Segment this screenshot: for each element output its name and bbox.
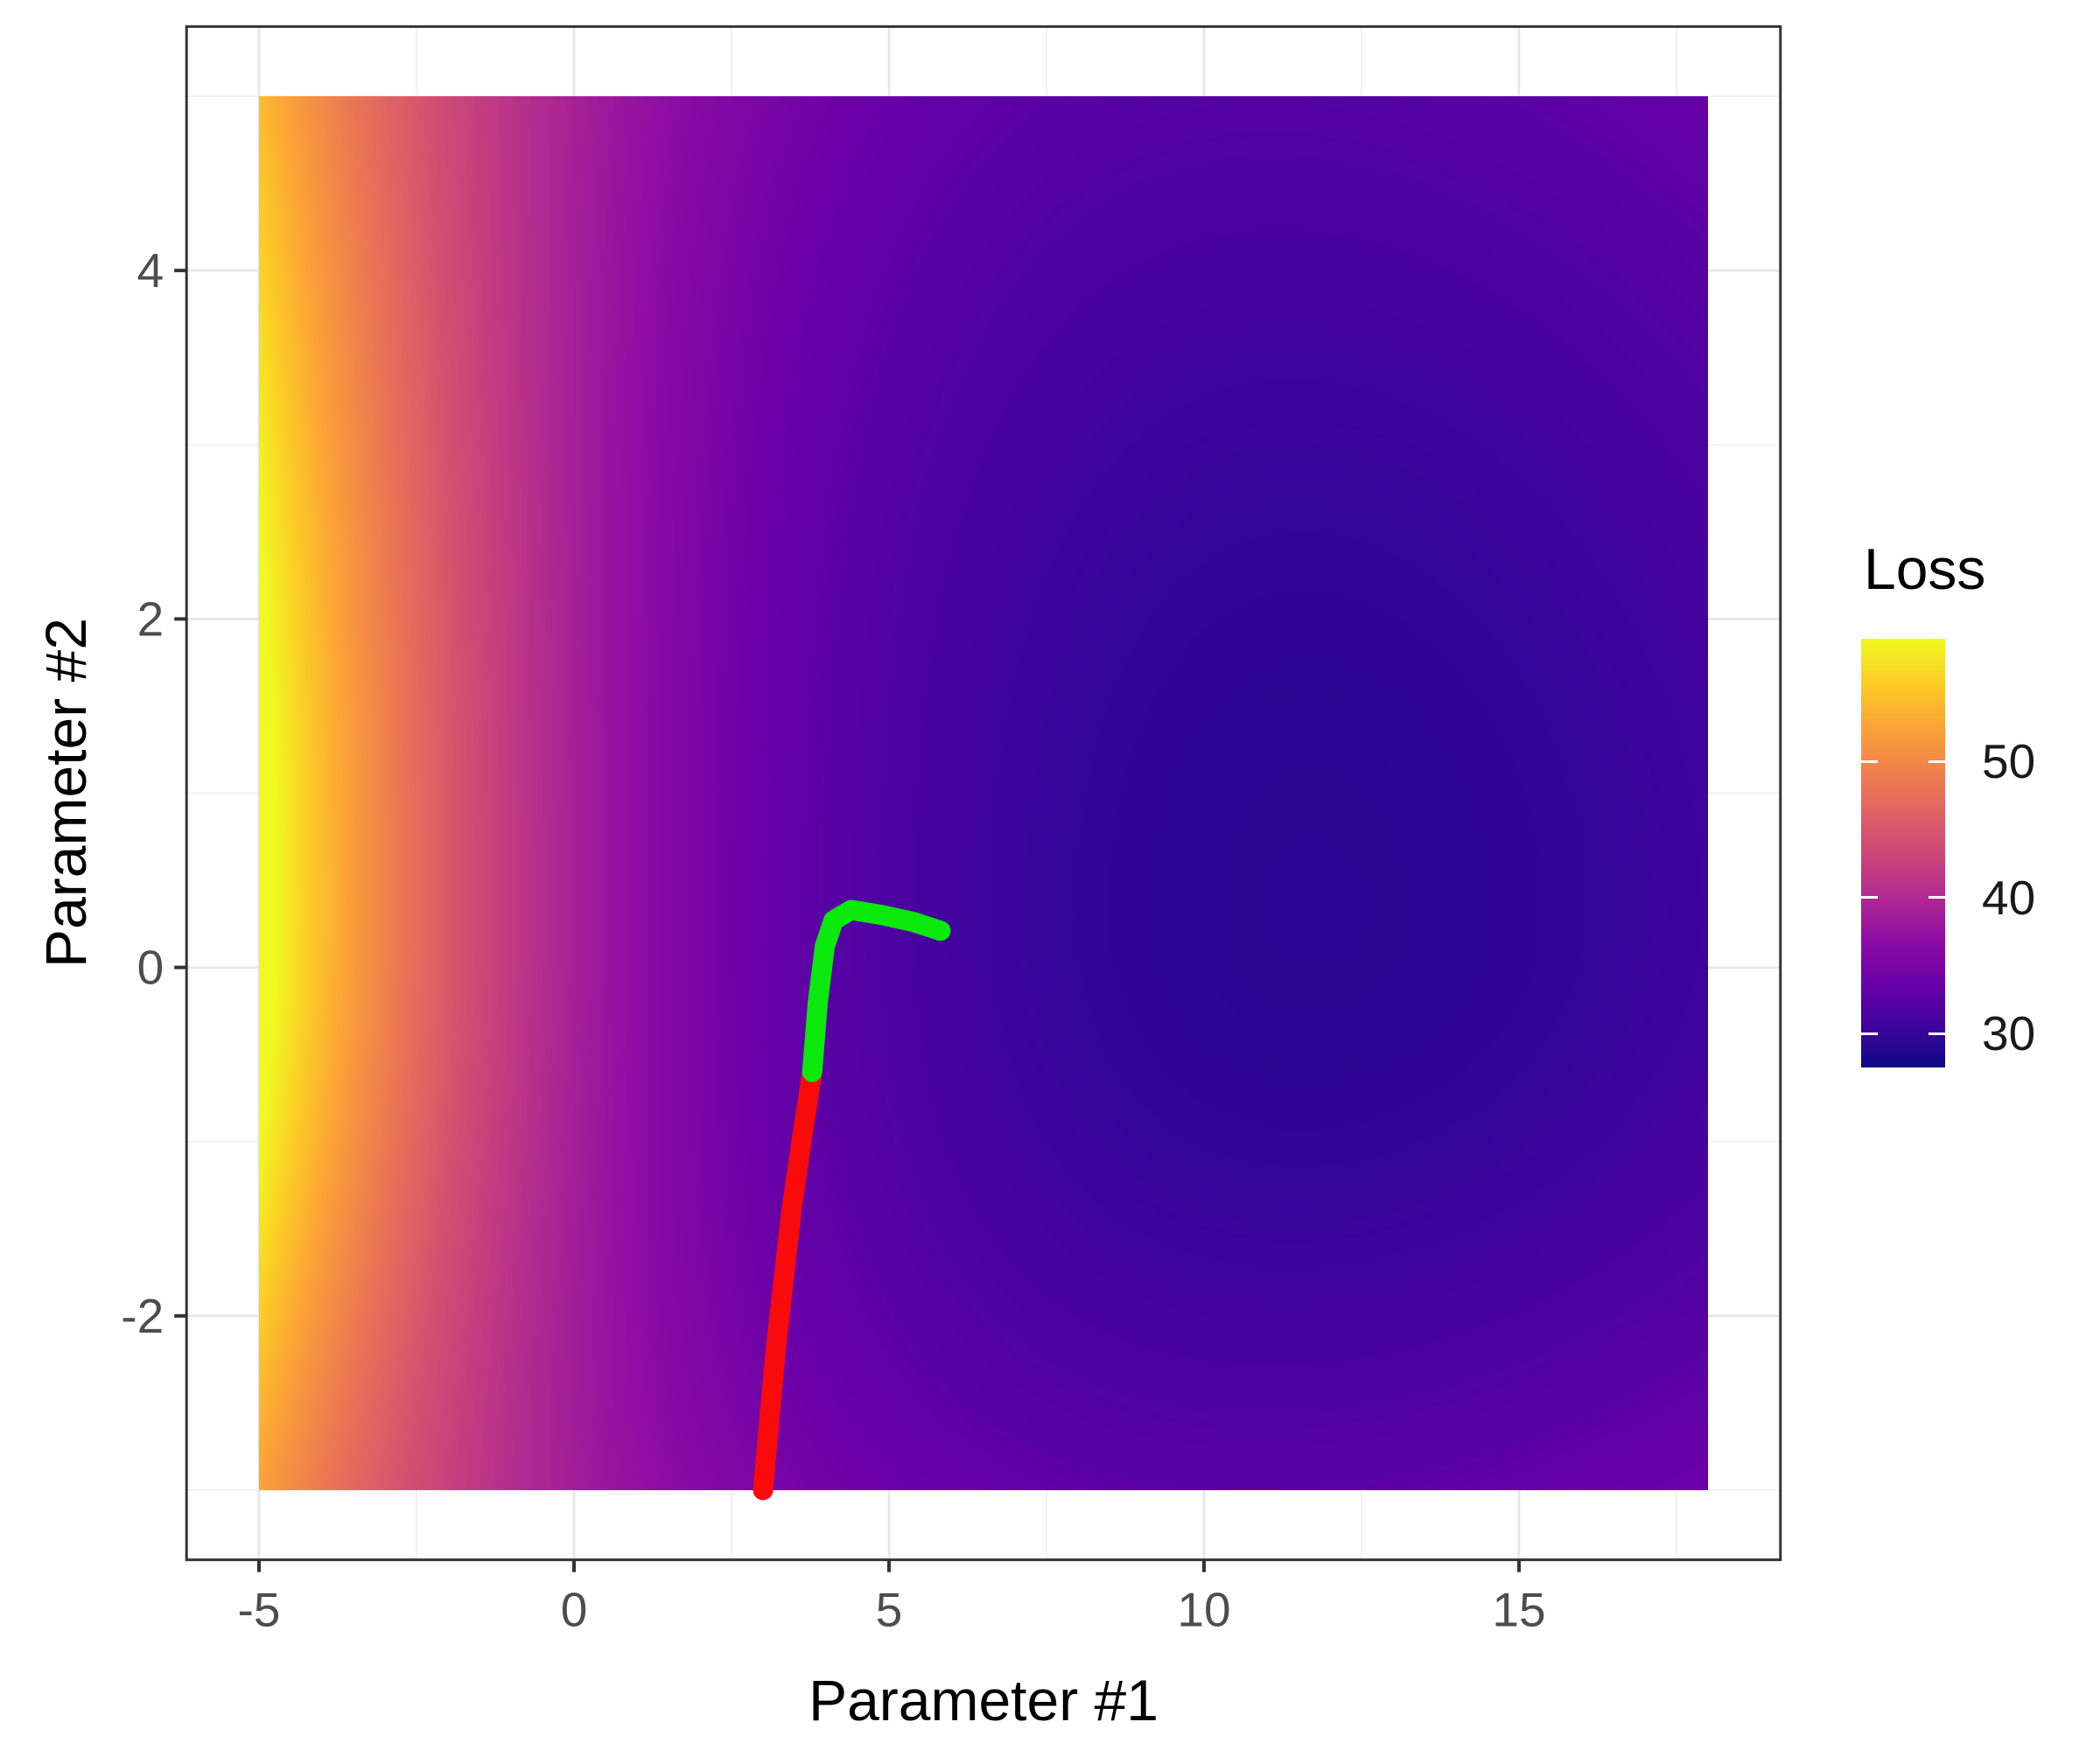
legend-colorbar — [1861, 639, 1945, 1068]
descent-path-green — [802, 900, 951, 1082]
x-tick-label: 5 — [876, 1583, 903, 1637]
legend-title: Loss — [1864, 536, 1986, 601]
x-tick-label: 15 — [1492, 1583, 1545, 1637]
y-axis-title: Parameter #2 — [33, 618, 98, 968]
descent-path-red — [752, 1061, 822, 1501]
legend-tick-mark — [1861, 896, 1878, 900]
x-tick-label: 10 — [1177, 1583, 1230, 1637]
legend-tick-mark — [1861, 1032, 1878, 1035]
y-tick-label: 2 — [137, 592, 164, 646]
y-tick-label: -2 — [121, 1289, 164, 1343]
legend-tick-label: 50 — [1982, 734, 2036, 788]
legend-tick-mark — [1861, 760, 1878, 763]
legend-tick-mark — [1928, 896, 1945, 900]
legend-tick-mark — [1928, 1032, 1945, 1035]
y-tick-label: 4 — [137, 243, 164, 298]
x-tick-label: -5 — [238, 1583, 281, 1637]
y-tick-label: 0 — [137, 941, 164, 995]
legend-tick-mark — [1928, 760, 1945, 763]
x-tick-label: 0 — [561, 1583, 588, 1637]
heatmap-canvas — [259, 96, 1708, 1490]
legend-tick-label: 40 — [1982, 870, 2036, 925]
legend-tick-label: 30 — [1982, 1006, 2036, 1061]
panel-border — [185, 24, 1782, 1562]
x-axis-title: Parameter #1 — [808, 1668, 1158, 1732]
legend: Loss 50 40 30 — [1861, 536, 2100, 1236]
